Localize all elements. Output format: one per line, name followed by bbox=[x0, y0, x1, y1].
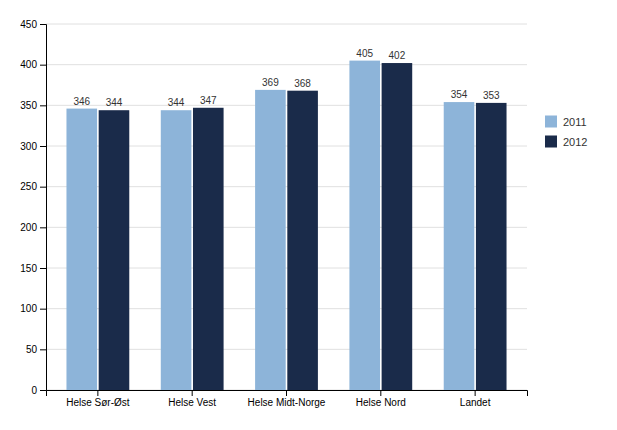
x-tick-mark bbox=[475, 390, 476, 396]
y-tick-label: 0 bbox=[31, 385, 37, 396]
y-tick-label: 250 bbox=[20, 181, 37, 192]
grid-line bbox=[46, 24, 527, 25]
grid bbox=[46, 24, 527, 390]
y-tick-mark bbox=[40, 105, 46, 106]
bar bbox=[193, 108, 224, 390]
y-tick: 350 bbox=[20, 100, 46, 111]
y-tick-label: 200 bbox=[20, 222, 37, 233]
x-tick-mark bbox=[286, 390, 287, 396]
x-axis-line bbox=[47, 391, 528, 397]
bar bbox=[66, 109, 97, 390]
y-tick-label: 150 bbox=[20, 263, 37, 274]
y-tick-label: 400 bbox=[20, 59, 37, 70]
legend-label: 2012 bbox=[563, 136, 587, 148]
y-tick: 400 bbox=[20, 59, 46, 70]
y-tick-label: 450 bbox=[20, 19, 37, 30]
y-tick-label: 300 bbox=[20, 141, 37, 152]
x-axis: Helse Sør-Øst Helse Vest Helse Midt-Norge H… bbox=[47, 390, 528, 408]
y-axis: 0 50 100 150 200 250 300 350 400 450 bbox=[20, 19, 46, 396]
data-label: 353 bbox=[483, 90, 500, 101]
bar bbox=[287, 91, 318, 390]
data-labels: 346 344 369 405 354 344 347 368 402 353 bbox=[73, 48, 500, 109]
data-label: 347 bbox=[200, 95, 217, 106]
data-label: 344 bbox=[168, 97, 185, 108]
y-tick-mark bbox=[40, 349, 46, 350]
x-tick: Helse Midt-Norge bbox=[248, 390, 326, 408]
legend-swatch bbox=[545, 136, 557, 148]
y-tick: 50 bbox=[26, 344, 46, 355]
x-tick-label: Landet bbox=[460, 397, 491, 408]
data-label: 344 bbox=[106, 97, 123, 108]
x-tick-label: Helse Midt-Norge bbox=[248, 397, 326, 408]
y-tick: 300 bbox=[20, 141, 46, 152]
x-tick-label: Helse Vest bbox=[168, 397, 216, 408]
bar bbox=[99, 110, 130, 390]
bar-series bbox=[66, 61, 474, 390]
y-tick: 150 bbox=[20, 263, 46, 274]
x-tick-mark bbox=[192, 390, 193, 396]
x-tick-mark bbox=[380, 390, 381, 396]
x-tick-mark bbox=[97, 390, 98, 396]
y-tick-mark bbox=[40, 24, 46, 25]
x-tick: Helse Nord bbox=[356, 390, 406, 408]
grid-line bbox=[46, 64, 527, 65]
y-tick-label: 50 bbox=[26, 344, 38, 355]
x-tick-label: Helse Sør-Øst bbox=[66, 397, 130, 408]
bar bbox=[161, 110, 192, 390]
x-tick-label: Helse Nord bbox=[356, 397, 406, 408]
y-tick: 450 bbox=[20, 19, 46, 30]
y-axis-line bbox=[40, 25, 47, 391]
y-tick-mark bbox=[40, 268, 46, 269]
data-label: 405 bbox=[356, 48, 373, 59]
y-tick: 100 bbox=[20, 303, 46, 314]
data-label: 346 bbox=[73, 96, 90, 107]
data-label: 368 bbox=[294, 78, 311, 89]
x-tick: Helse Sør-Øst bbox=[66, 390, 130, 408]
y-tick-mark bbox=[40, 390, 46, 391]
y-tick-mark bbox=[40, 309, 46, 310]
bar-series bbox=[99, 63, 507, 390]
data-label: 369 bbox=[262, 77, 279, 88]
y-tick-mark bbox=[40, 227, 46, 228]
x-tick: Helse Vest bbox=[168, 390, 216, 408]
legend-swatch bbox=[545, 116, 557, 128]
y-tick-mark bbox=[40, 146, 46, 147]
legend: 2011 2012 bbox=[545, 116, 587, 148]
legend-item: 2012 bbox=[545, 136, 587, 148]
y-tick: 250 bbox=[20, 181, 46, 192]
bar bbox=[255, 90, 286, 390]
chart: 346 344 369 405 354 344 347 368 402 353 0 50 100 150 2… bbox=[0, 0, 617, 430]
y-tick: 200 bbox=[20, 222, 46, 233]
bar bbox=[349, 61, 380, 390]
x-tick: Landet bbox=[460, 390, 491, 408]
bar bbox=[444, 102, 475, 390]
bar bbox=[382, 63, 413, 390]
legend-label: 2011 bbox=[563, 116, 587, 128]
legend-item: 2011 bbox=[545, 116, 587, 128]
data-label: 402 bbox=[389, 50, 406, 61]
bars bbox=[66, 61, 506, 390]
plot: 346 344 369 405 354 344 347 368 402 353 0 50 100 150 2… bbox=[20, 19, 527, 408]
y-tick-mark bbox=[40, 187, 46, 188]
y-tick-label: 350 bbox=[20, 100, 37, 111]
y-tick-mark bbox=[40, 65, 46, 66]
data-label: 354 bbox=[451, 89, 468, 100]
y-tick-label: 100 bbox=[20, 303, 37, 314]
bar bbox=[476, 103, 507, 390]
y-tick: 0 bbox=[31, 385, 46, 396]
